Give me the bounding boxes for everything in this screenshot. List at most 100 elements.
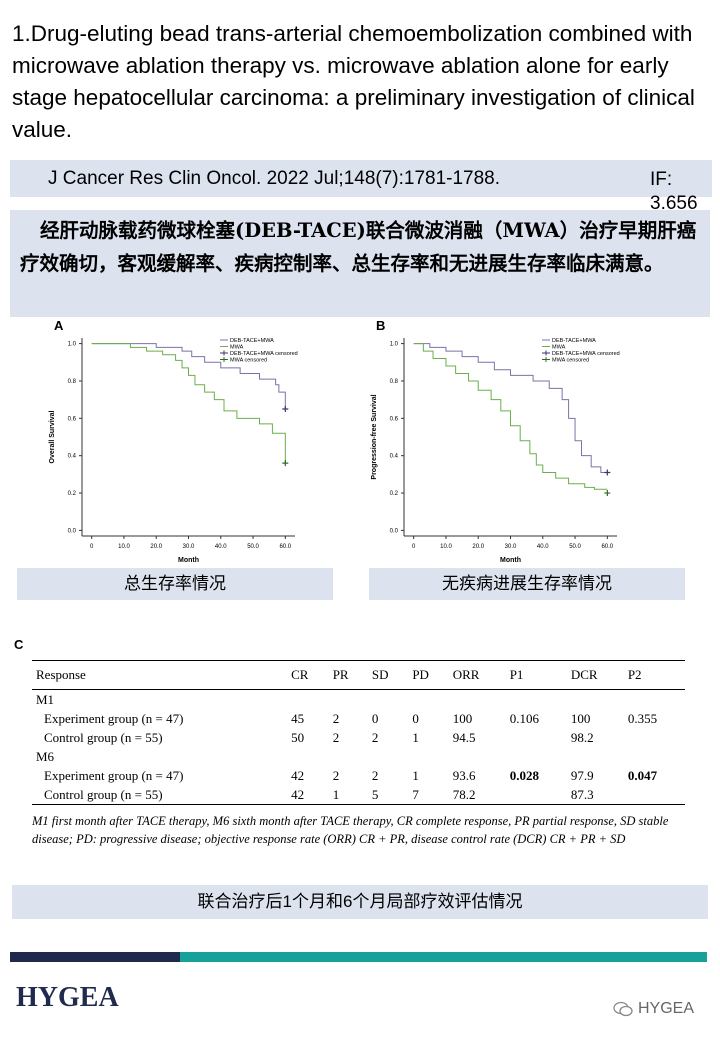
- response-table: Response CR PR SD PD ORR P1 DCR P2 M1 Experiment g…: [32, 660, 685, 805]
- x-tick-label: 50.0: [569, 544, 581, 550]
- header-cell: Response: [32, 660, 288, 690]
- table-cell: [623, 785, 685, 805]
- header-cell: ORR: [448, 660, 506, 690]
- y-tick-label: 0.2: [390, 491, 399, 497]
- summary: 经肝动脉载药微球栓塞(DEB-TACE)联合微波消融（MWA）治疗早期肝癌疗效确…: [20, 219, 697, 275]
- header-cell: CR: [287, 660, 329, 690]
- km-chart: A 0.0 0.2 0.4 0.6 0.8 1.0 0 10.0 20.0 30.0 40.0 50.0…: [49, 318, 298, 564]
- censor-mark: [282, 405, 289, 412]
- legend-swatch: [220, 350, 228, 356]
- x-tick-label: 10.0: [440, 544, 452, 550]
- logo: HYGEA: [16, 982, 119, 1013]
- table-cell: 45: [291, 710, 305, 726]
- y-tick-label: 1.0: [68, 342, 77, 348]
- paper-title: 1.Drug-eluting bead trans-arterial chemo…: [12, 21, 695, 142]
- x-tick-label: 10.0: [118, 544, 130, 550]
- table-row: M6: [32, 747, 685, 766]
- table-row: Experiment group (n = 47) 45 2 0 0 100 0.106 10…: [32, 709, 685, 728]
- citation-band: [10, 160, 712, 197]
- table-cell: 87.3: [566, 785, 624, 805]
- wechat-icon: [613, 1001, 633, 1017]
- table-cell: 0.106: [509, 710, 539, 726]
- panel-label: B: [376, 318, 385, 333]
- x-axis-label: Month: [178, 557, 199, 564]
- x-tick-label: 0: [412, 544, 416, 550]
- y-tick-label: 0.2: [68, 491, 77, 497]
- x-tick-label: 40.0: [537, 544, 549, 550]
- table-cell: 0: [412, 710, 419, 726]
- table-cell: [505, 785, 567, 805]
- chart-caption: 无疾病进展生存率情况: [369, 568, 685, 600]
- legend-label: MWA censored: [230, 358, 267, 364]
- y-tick-label: 0.0: [68, 528, 77, 534]
- legend-swatch: [220, 357, 228, 362]
- header-cell: P2: [623, 660, 685, 690]
- footer-bar: [180, 952, 707, 962]
- table-cell: 94.5: [452, 729, 476, 745]
- table-cell: 0.028: [509, 767, 539, 783]
- table-cell: 1: [412, 767, 419, 783]
- panel-label: A: [54, 318, 64, 333]
- table-cell: Experiment group (n = 47): [44, 710, 184, 726]
- table-cell: 2: [371, 767, 379, 783]
- x-tick-label: 60.0: [601, 544, 613, 550]
- header-cell: P1: [505, 660, 567, 690]
- x-axis-label: Month: [500, 557, 521, 564]
- table-cell: 98.2: [570, 729, 594, 745]
- citation: J Cancer Res Clin Oncol. 2022 Jul;148(7)…: [48, 168, 501, 189]
- y-tick-label: 1.0: [390, 342, 399, 348]
- survival-curve: [413, 343, 608, 473]
- table-cell: 100: [570, 710, 591, 726]
- table-cell: 5: [367, 785, 409, 805]
- legend-label: MWA censored: [552, 358, 589, 364]
- table-row: Control group (n = 55) 50 2 2 1 94.5 98.2: [32, 728, 685, 747]
- footer-bar: [10, 952, 180, 962]
- table-cell: 1: [412, 729, 419, 745]
- x-tick-label: 20.0: [150, 544, 162, 550]
- table-cell: [506, 728, 567, 747]
- table-cell: M1: [36, 691, 55, 707]
- y-tick-label: 0.4: [390, 454, 399, 460]
- y-tick-label: 0.8: [68, 379, 77, 385]
- y-tick-label: 0.0: [390, 528, 399, 534]
- watermark: HYGEA: [638, 1000, 695, 1017]
- table-cell: 0: [371, 710, 379, 726]
- table-cell: 42: [291, 767, 305, 783]
- table-cell: Control group (n = 55): [32, 785, 288, 805]
- survival-curve: [91, 343, 286, 409]
- header-cell: DCR: [566, 660, 624, 690]
- y-tick-label: 0.6: [390, 416, 399, 422]
- table-footnote: M1 first month after TACE therapy, M6 si…: [32, 814, 669, 846]
- table-cell: 1: [328, 785, 368, 805]
- table-cell: 50: [291, 729, 305, 745]
- table-row: M1: [32, 690, 685, 710]
- km-chart: B 0.0 0.2 0.4 0.6 0.8 1.0 0 10.0 20.0 30.0 40.0 50.0…: [371, 318, 620, 564]
- table-cell: 0.047: [627, 767, 658, 783]
- legend-swatch: [542, 357, 550, 362]
- table-cell: 2: [332, 710, 340, 726]
- x-tick-label: 0: [90, 544, 94, 550]
- table-cell: 2: [332, 767, 340, 783]
- table-cell: 93.6: [452, 767, 476, 783]
- x-tick-label: 50.0: [247, 544, 259, 550]
- header-row: Response CR PR SD PD ORR P1 DCR P2: [32, 660, 685, 690]
- x-tick-label: 20.0: [472, 544, 484, 550]
- table-cell: 2: [332, 729, 340, 745]
- y-tick-label: 0.8: [390, 379, 399, 385]
- impact-factor: IF: 3.656: [650, 169, 698, 214]
- y-axis-label: Overall Survival: [49, 410, 56, 463]
- table-cell: 7: [408, 785, 449, 805]
- legend-label: DEB-TACE+MWA censored: [230, 351, 298, 357]
- censor-mark: [604, 490, 611, 497]
- header-cell: PD: [408, 660, 449, 690]
- chart-caption: 总生存率情况: [17, 568, 333, 600]
- legend-swatch: [542, 350, 550, 356]
- table-cell: 42: [287, 785, 329, 805]
- y-tick-label: 0.6: [68, 416, 77, 422]
- table-cell: 0.355: [627, 710, 658, 726]
- table-cell: 2: [371, 729, 379, 745]
- table-cell: M6: [36, 748, 55, 764]
- legend-label: DEB-TACE+MWA censored: [552, 351, 620, 357]
- y-axis-label: Progression-free Survival: [371, 394, 378, 479]
- table-cell: 78.2: [448, 785, 506, 805]
